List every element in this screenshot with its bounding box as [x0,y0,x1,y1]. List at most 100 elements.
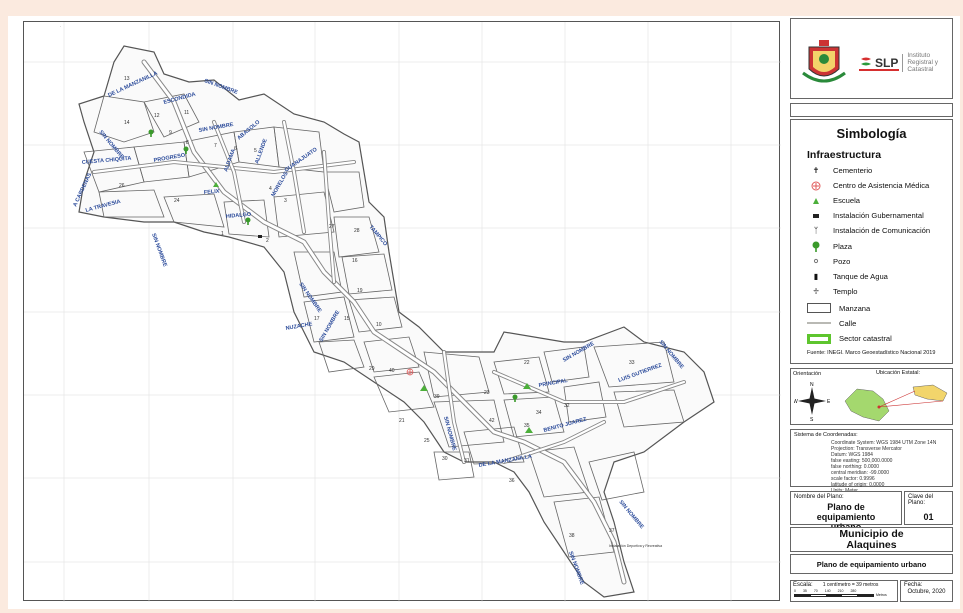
plaza-icon [245,217,251,225]
plan-key-panel: Clave del Plano: 01 [904,491,953,525]
svg-text:30: 30 [442,456,448,462]
legend-source: Fuente: INEGI. Marco Geoestadístico Naci… [807,350,936,357]
plan-key-value: 01 [923,512,934,522]
legend-panel: Simbología Infraestructura ✝ Cementerio C… [790,119,953,364]
block-outlines [83,93,685,558]
svg-text:32: 32 [564,403,570,409]
svg-text:35: 35 [524,423,530,429]
orientation-label: Orientación [793,371,822,377]
temple-icon: ♱ [812,286,820,296]
svg-text:8: 8 [186,140,189,146]
annotation-label: Instalación Deportiva y Recreativa [609,544,662,548]
town-outline [78,45,715,598]
street-swatch [807,322,831,325]
svg-text:42: 42 [489,418,495,424]
legend-title: Simbología [836,126,907,141]
legend-item: Plaza [791,238,952,253]
svg-text:12: 12 [154,113,160,119]
svg-text:28: 28 [354,228,360,234]
brand-short: SLP [875,55,899,70]
svg-text:19: 19 [357,288,363,294]
school-icon [523,383,531,389]
legend-item: Calle [791,316,952,331]
date-label: Fecha: [904,582,923,588]
svg-text:21: 21 [399,418,405,424]
logo-panel: SLP Instituto Registral y Catastral [790,18,953,99]
grid-label: · [60,24,62,29]
svg-text:22: 22 [524,360,530,366]
slp-mark-icon [861,57,871,65]
street-label: CUESTA CHIQUITA [82,156,132,166]
svg-text:4: 4 [269,186,272,192]
legend-item: Escuela [791,193,952,208]
svg-text:23: 23 [484,390,490,396]
svg-text:38: 38 [569,533,575,539]
block-numbers: 14 13 12 11 9 8 7 6 5 4 3 2 1 24 26 27 2… [119,76,635,539]
spacer-panel [790,103,953,117]
legend-section: Infraestructura [807,149,882,161]
legend-item: Pozo [791,254,952,269]
svg-text:14: 14 [124,120,130,126]
coords-label: Sistema de Coordenadas: [794,432,858,438]
plan-subtitle-panel: Plano de equipamiento urbano [790,554,953,574]
government-icon [807,210,825,222]
map-canvas: DE LA MANZANILLA ESCONDIDA SIN NOMBRE SI… [24,22,781,602]
north-arrow-icon: N S E W [794,382,830,421]
school-icon [420,385,428,391]
school-icon [525,427,533,433]
institute-name: Instituto Registral y Catastral [907,52,939,73]
block-swatch [807,303,831,314]
svg-text:7: 7 [214,143,217,149]
svg-text:E: E [827,399,830,405]
coat-of-arms-logo [802,40,846,83]
sector-swatch [807,333,831,344]
plaza-icon [512,394,518,402]
medical-cross-icon [807,180,825,192]
plaza-icon [148,129,154,137]
svg-text:9: 9 [169,130,172,136]
svg-text:40: 40 [389,368,395,374]
medical-cross-icon [406,368,414,376]
well-icon [807,255,825,267]
svg-text:W: W [794,399,798,405]
svg-text:6: 6 [234,146,237,152]
svg-text:39: 39 [434,394,440,400]
school-icon [213,182,219,187]
svg-text:16: 16 [352,258,358,264]
svg-text:31: 31 [464,458,470,464]
svg-text:5: 5 [254,148,257,154]
svg-text:3: 3 [284,198,287,204]
legend-item: ᛉ Instalación de Comunicación [791,223,952,238]
svg-text:27: 27 [329,224,335,230]
street-label: HIDALGO [226,212,253,220]
legend-item: Manzana [791,301,952,316]
svg-text:29: 29 [369,366,375,372]
plan-key-label: Clave del Plano: [908,494,934,506]
scale-panel: Escala: 1 centímetro = 39 metros 0 35 70 14… [790,580,898,602]
legend-item: Centro de Asistencia Médica [791,178,952,193]
svg-text:36: 36 [509,478,515,484]
street-label: NUZACHE [285,321,313,332]
school-icon [807,195,825,207]
svg-text:25: 25 [424,438,430,444]
tree-icon [807,240,825,252]
legend-item: Instalación Gubernamental [791,208,952,223]
map-frame: DE LA MANZANILLA ESCONDIDA SIN NOMBRE SI… [23,21,781,602]
plan-subtitle: Plano de equipamiento urbano [816,560,927,569]
location-label: Ubicación Estatal: [875,370,921,376]
scale-label: Escala: [793,582,813,588]
antenna-icon: ᛉ [813,226,819,236]
svg-text:24: 24 [174,198,180,204]
street-label: SIN NOMBRE [150,233,168,268]
date-panel: Fecha: Octubre, 2020 [900,580,953,602]
svg-text:10: 10 [376,322,382,328]
svg-text:33: 33 [629,360,635,366]
water-tank-icon: ▮ [813,271,819,281]
street-label: SIN NOMBRE [617,499,644,530]
municipality-panel: Municipio de Alaquines [790,527,953,552]
legend-item: ▮ Tanque de Agua [791,269,952,284]
legend-item: ♱ Templo [791,284,952,299]
cross-icon: ✝ [812,166,820,176]
orientation-panel: Orientación N S E W Ubicación Estatal: [790,368,953,425]
state-location-map [844,384,948,422]
